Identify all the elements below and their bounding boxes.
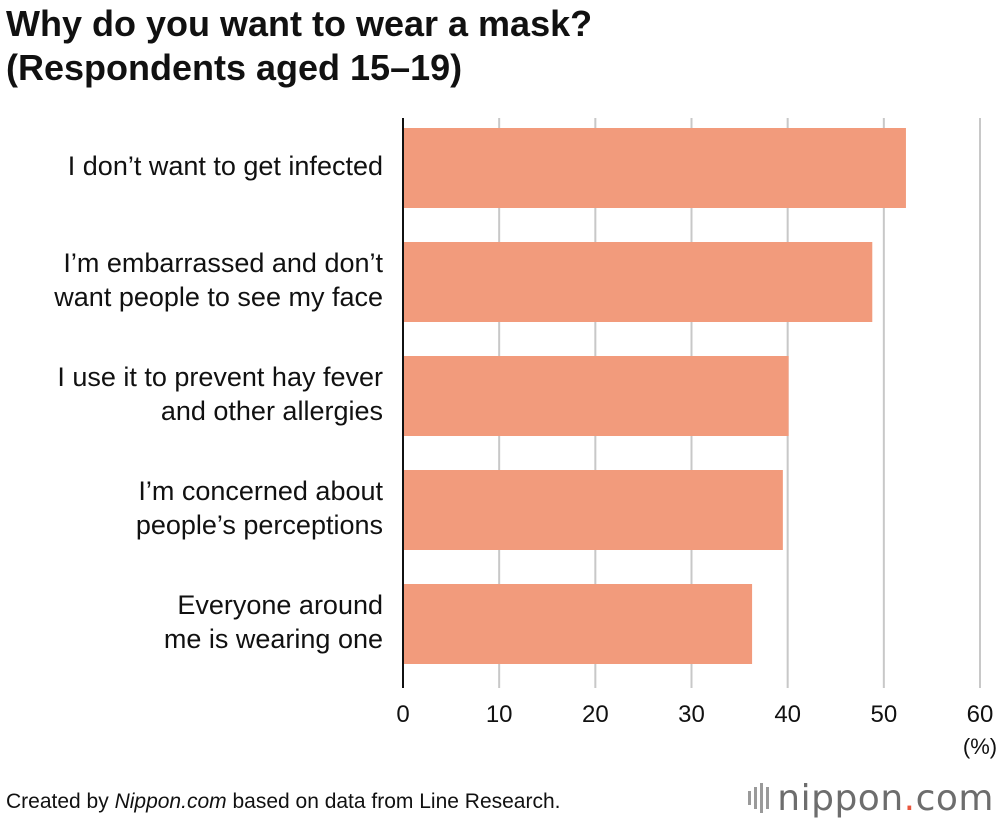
category-label-0: I don’t want to get infected	[68, 151, 383, 181]
logo-text-tail: com	[915, 777, 994, 819]
bar-3	[404, 470, 783, 550]
logo-text-dot: .	[903, 777, 916, 819]
x-tick-label-30: 30	[678, 701, 705, 728]
category-label-1-line-1: want people to see my face	[53, 282, 383, 312]
category-label-4-line-1: me is wearing one	[164, 624, 383, 654]
x-axis-tick-labels: 0 10 20 30 40 50 60 (%)	[396, 701, 997, 759]
source-credit-suffix: based on data from Line Research.	[226, 790, 561, 813]
bars	[404, 128, 906, 664]
source-credit: Created by Nippon.com based on data from…	[6, 790, 561, 814]
bar-chart: I don’t want to get infected I’m embarras…	[53, 118, 997, 759]
category-labels: I don’t want to get infected I’m embarras…	[53, 151, 383, 654]
category-label-3-line-1: people’s perceptions	[136, 510, 383, 540]
x-tick-label-0: 0	[396, 701, 409, 728]
x-tick-label-10: 10	[486, 701, 513, 728]
category-label-2-line-0: I use it to prevent hay fever	[57, 362, 383, 392]
x-axis-unit-label: (%)	[963, 734, 997, 759]
source-credit-prefix: Created by	[6, 790, 115, 813]
nippon-logo: nippon.com	[748, 776, 994, 820]
bar-2	[404, 356, 789, 436]
category-label-3-line-0: I’m concerned about	[138, 476, 383, 506]
logo-text-main: nippon	[777, 777, 904, 819]
x-tick-label-50: 50	[870, 701, 897, 728]
logo-wordmark: nippon.com	[777, 778, 994, 819]
category-label-4-line-0: Everyone around	[177, 590, 383, 620]
chart-title-line-2: (Respondents aged 15–19)	[6, 47, 463, 88]
category-label-1: I’m embarrassed and don’t want people to …	[53, 248, 383, 312]
bar-1	[404, 242, 873, 322]
category-label-1-line-0: I’m embarrassed and don’t	[63, 248, 383, 278]
x-tick-label-20: 20	[582, 701, 609, 728]
category-label-3: I’m concerned about people’s perceptions	[136, 476, 384, 540]
logo-bars-icon	[748, 783, 770, 813]
x-tick-label-60: 60	[967, 701, 994, 728]
source-credit-name: Nippon.com	[114, 790, 227, 813]
x-tick-label-40: 40	[774, 701, 801, 728]
category-label-2: I use it to prevent hay fever and other a…	[57, 362, 383, 426]
bar-0	[404, 128, 906, 208]
bar-4	[404, 584, 753, 664]
category-label-2-line-1: and other allergies	[161, 396, 383, 426]
chart-title: Why do you want to wear a mask? (Respond…	[6, 2, 986, 90]
category-label-0-line-0: I don’t want to get infected	[68, 151, 383, 181]
chart-title-line-1: Why do you want to wear a mask?	[6, 3, 593, 44]
category-label-4: Everyone around me is wearing one	[164, 590, 383, 654]
